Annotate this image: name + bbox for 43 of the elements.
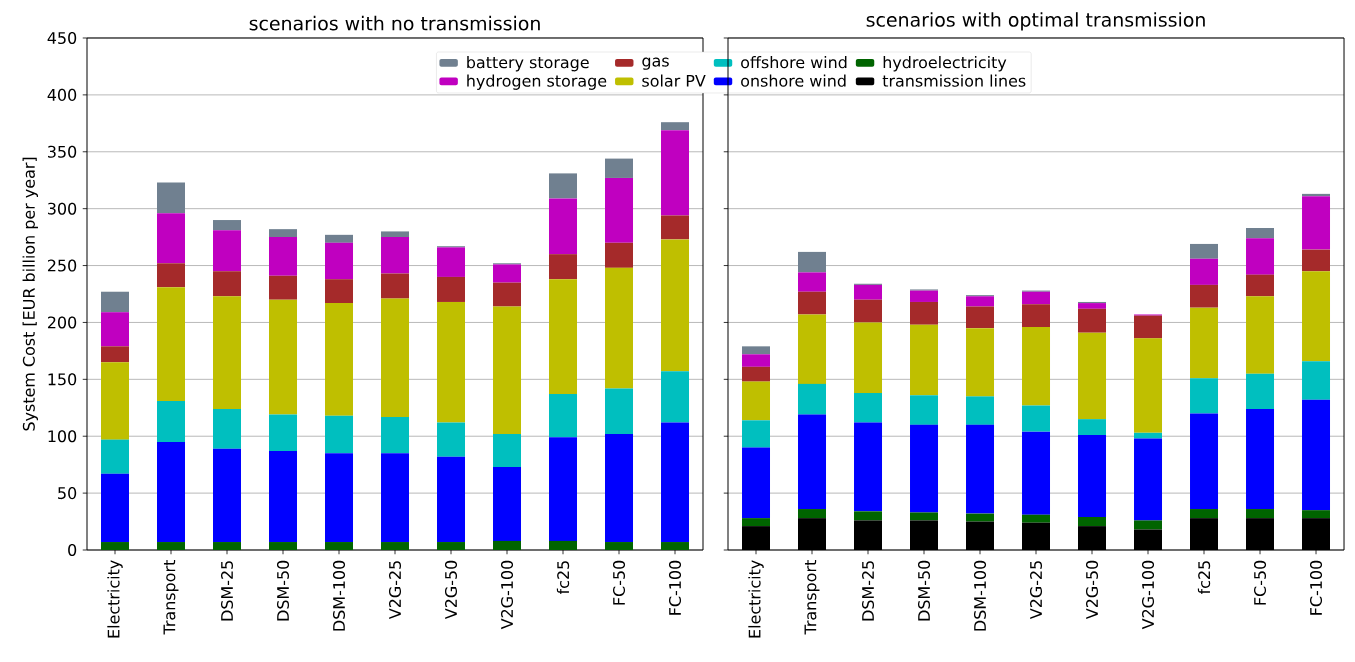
x-tick-label: DSM-100 [973,560,987,631]
x-tick-label: fc25 [556,561,570,595]
x-tick-label: fc25 [1197,561,1211,595]
chart-title: scenarios with optimal transmission [866,12,1205,31]
x-tick-label: V2G-50 [1085,560,1099,620]
legend-label: battery storage [467,56,589,72]
y-tick-label: 350 [48,145,77,158]
x-tick-label: V2G-100 [500,560,514,630]
x-tick-label: FC-100 [668,560,682,615]
chart-title: scenarios with no transmission [249,15,540,31]
y-tick-label: 100 [48,430,77,443]
y-tick-label: 300 [48,202,77,215]
x-tick-label: FC-50 [612,560,626,605]
x-tick-label: Electricity [748,560,764,638]
x-tick-label: FC-50 [1253,560,1267,605]
y-tick-label: 400 [47,88,77,101]
y-tick-label: 200 [47,316,77,329]
y-tick-label: 450 [47,31,77,45]
x-tick-label: Transport [804,560,820,635]
x-tick-label: V2G-25 [388,561,402,620]
legend-label: solar PV [642,74,706,87]
x-tick-label: V2G-25 [1029,561,1043,620]
x-tick-label: DSM-50 [276,560,290,621]
legend-label: gas [642,57,669,70]
x-tick-label: DSM-25 [861,561,875,621]
legend-label: transmission lines [882,74,1026,87]
x-tick-label: Electricity [107,560,123,638]
legend-label: hydroelectricity [883,56,1007,72]
legend-label: onshore wind [741,74,846,87]
y-tick-label: 150 [48,373,77,386]
x-tick-label: Transport [163,560,179,635]
x-tick-label: FC-100 [1309,560,1323,615]
y-tick-label: 250 [47,259,77,272]
legend-label: hydrogen storage [467,74,607,90]
y-tick-label: 0 [68,543,77,557]
y-axis-title: System Cost [EUR billion per year] [22,157,38,431]
legend-label: offshore wind [741,56,847,69]
x-tick-label: DSM-25 [220,561,234,621]
x-tick-label: V2G-100 [1141,560,1155,630]
x-tick-label: V2G-50 [444,560,458,620]
x-tick-label: DSM-100 [332,560,346,631]
x-tick-label: DSM-50 [917,560,931,621]
y-tick-label: 50 [58,487,77,500]
